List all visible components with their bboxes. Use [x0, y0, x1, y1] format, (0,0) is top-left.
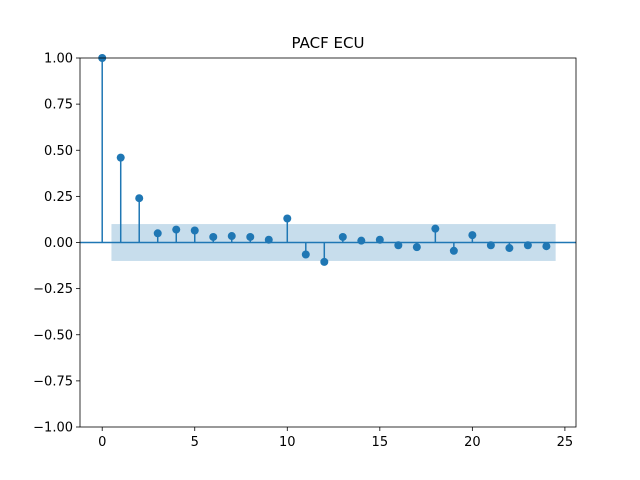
- stem-marker: [320, 257, 329, 266]
- stem-marker: [431, 224, 440, 233]
- chart-title: PACF ECU: [292, 34, 365, 52]
- stem-marker: [227, 232, 236, 241]
- y-tick-label: 0.50: [44, 144, 73, 159]
- x-tick-label: 25: [557, 435, 574, 450]
- stem-marker: [190, 226, 199, 235]
- x-axis: 0 5 10 15 20 25: [98, 427, 573, 450]
- y-tick-label: 0.25: [44, 190, 73, 205]
- stem-marker: [264, 235, 273, 244]
- stem-marker: [523, 241, 532, 250]
- stem-marker: [375, 235, 384, 244]
- stem-marker: [449, 246, 458, 255]
- x-tick-label: 20: [464, 435, 481, 450]
- stem-marker: [153, 229, 162, 238]
- stem-marker: [542, 242, 551, 251]
- stem-marker: [301, 250, 310, 259]
- y-tick-label: −0.50: [33, 328, 73, 343]
- x-tick-label: 15: [372, 435, 389, 450]
- stem-marker: [394, 241, 403, 250]
- y-tick-label: 0.75: [44, 98, 73, 113]
- stem-marker: [468, 231, 477, 240]
- y-tick-label: −0.25: [33, 282, 73, 297]
- stem-marker: [209, 232, 218, 241]
- x-tick-label: 10: [279, 435, 296, 450]
- stem-marker: [246, 232, 255, 241]
- stem-marker: [135, 194, 144, 203]
- stem-marker: [116, 153, 125, 162]
- stem-marker: [172, 225, 181, 234]
- stem-marker: [486, 241, 495, 250]
- stem-marker: [338, 232, 347, 241]
- stem-marker: [283, 214, 292, 223]
- x-tick-label: 5: [191, 435, 199, 450]
- y-tick-label: 0.00: [44, 236, 73, 251]
- y-tick-label: −1.00: [33, 421, 73, 436]
- x-tick-label: 0: [98, 435, 106, 450]
- y-axis: −1.00 −0.75 −0.50 −0.25 0.00 0.25 0.50 0.75 1.00: [33, 52, 80, 436]
- y-tick-label: 1.00: [44, 52, 73, 67]
- y-tick-label: −0.75: [33, 374, 73, 389]
- stem-marker: [357, 236, 366, 245]
- stem-marker: [412, 243, 421, 252]
- stem-marker: [505, 244, 514, 253]
